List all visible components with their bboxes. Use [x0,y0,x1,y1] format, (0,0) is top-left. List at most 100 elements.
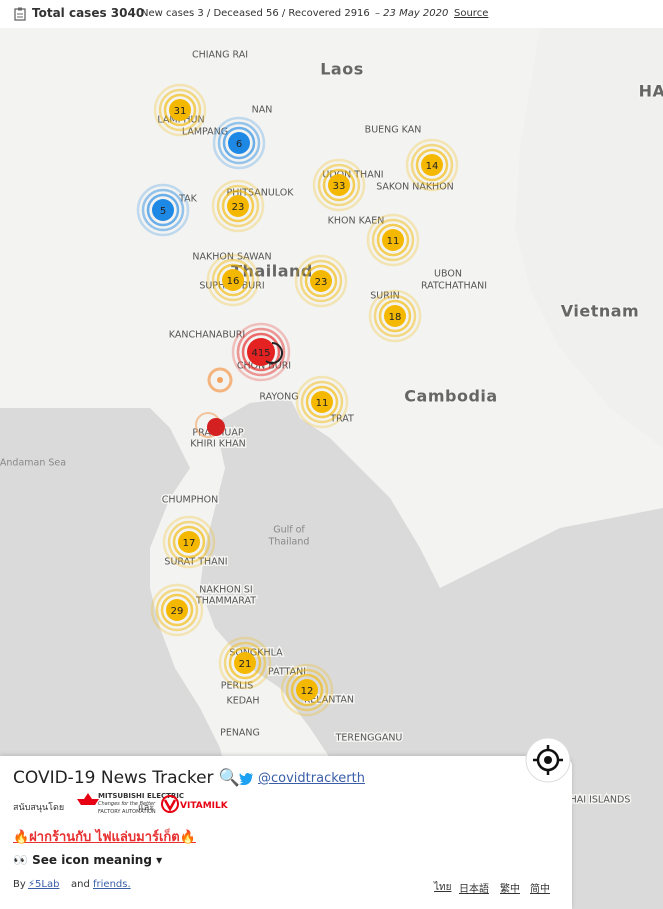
cluster-halo [206,253,260,307]
cluster-halo [415,148,449,182]
place-label: TAK [178,194,198,205]
sea-label: Andaman Sea [0,458,66,469]
cluster-halo [241,332,281,372]
cluster-marker [227,195,249,217]
lang-link[interactable]: 日本語 [459,884,489,895]
cluster-halo [136,183,190,237]
sponsor-2: VITAMILK [180,801,228,811]
place-label: THAMMARAT [195,596,256,607]
twitter-icon [239,772,253,785]
place-label: UBON [434,269,462,280]
cluster-marker [166,599,188,621]
cluster-halo [216,263,250,297]
cluster-halo [304,264,338,298]
cluster-marker [310,270,332,292]
cluster-marker [169,99,191,121]
sea-label: Thailand [268,537,310,548]
cluster-halo [285,668,329,712]
stats: New cases 3 / Deceased 56 / Recovered 29… [141,8,370,19]
locate-button[interactable] [525,737,571,783]
panel-title: COVID-19 News Tracker 🔍 [13,768,241,788]
place-label: TERENGGANU [335,733,403,744]
cluster-halo [172,525,206,559]
country-label: Cambodia [404,387,497,406]
country-label: Laos [320,60,364,79]
sponsor-1-sub: FACTORY AUTOMATION [98,809,156,815]
cluster-count: 12 [301,686,314,697]
cluster-count: 29 [171,606,184,617]
cluster-marker [328,174,350,196]
cluster-count: 31 [174,106,187,117]
clipboard-icon [14,7,26,21]
sponsor-prefix: สนับสนุนโดย [13,803,65,813]
source-link[interactable]: Source [454,8,489,19]
country-label: Thailand [231,262,313,281]
cluster-halo [368,289,422,343]
place-label: KHON KAEN [328,216,385,227]
clusters: 31 6 5 23 33 14 11 16 23 18 415 11 17 29 21 12 [136,83,459,717]
cluster-halo [160,593,194,627]
cluster-count: 33 [333,181,346,192]
cluster-halo [322,168,356,202]
cluster-marker [382,229,404,251]
place-label: KEDAH [226,696,259,707]
cluster-halo [146,193,180,227]
cluster-marker [234,652,256,674]
cluster-halo [231,322,291,382]
place-label: SURAT THANI [164,557,227,568]
place-label: RATCHATHANI [421,281,487,292]
cluster-count: 17 [183,538,196,549]
place-label: KANCHANABURI [169,330,245,341]
cluster-halo [211,179,265,233]
cluster-count: 14 [426,161,439,172]
cluster-halo [150,583,204,637]
cluster-halo [305,385,339,419]
cluster-marker [152,199,174,221]
place-label: NAKHON SAWAN [192,252,271,263]
promo-link[interactable]: 🔥ฝากร้านกับ ไฟแล่บมาร์เก็ต🔥 [13,830,196,845]
cluster-halo [373,294,417,338]
place-label: SAKON NAKHON [376,182,454,193]
cluster-halo [228,646,262,680]
place-label: HAI ISLANDS [570,795,631,806]
cluster-halo [295,375,349,429]
place-label: PERLIS [221,681,253,692]
cluster-halo [158,88,202,132]
map-labels: CHIANG RAILaosHANANLAMPHUNLAMPANGBUENG K… [0,48,663,807]
cluster-count: 5 [160,206,166,217]
icon-meaning-toggle[interactable]: 👀 See icon meaning ▾ [13,853,163,867]
lang-link[interactable]: ไทย [434,882,452,893]
twitter-link[interactable]: @covidtrackerth [258,771,365,786]
cluster-halo [163,93,197,127]
cluster-halo [216,184,260,228]
5lab-link[interactable]: ⚡5Lab [28,879,60,890]
cluster-halo [211,258,255,302]
poi-icon [207,367,233,393]
cluster-halo [167,520,211,564]
cluster-halo [366,213,420,267]
cluster-marker [421,154,443,176]
cluster-halo [405,138,459,192]
cluster-halo [290,673,324,707]
friends-link[interactable]: friends. [93,879,131,890]
cluster-halo [294,254,348,308]
cluster-count: 23 [232,202,245,213]
sponsor-1-tagline: Changes for the Better [98,801,156,807]
and-th: และ [138,803,155,813]
lang-link[interactable]: 简中 [530,884,550,895]
place-label: SURIN [370,291,400,302]
mitsubishi-logo [77,793,99,805]
cluster-halo [223,641,267,685]
vietnam-land [515,28,663,448]
cluster-marker [247,338,275,366]
cluster-halo [236,327,286,377]
cluster-halo [141,188,185,232]
cluster-count: 11 [387,236,400,247]
poi-icon [217,377,223,383]
header: Total cases 3040 New cases 3 / Deceased … [0,0,663,28]
lang-link[interactable]: 繁中 [500,884,520,895]
total-cases: Total cases 3040 [32,6,145,20]
cluster-halo [162,515,216,569]
sponsor-1: MITSUBISHI ELECTRIC [98,792,185,800]
cluster-halo [371,218,415,262]
